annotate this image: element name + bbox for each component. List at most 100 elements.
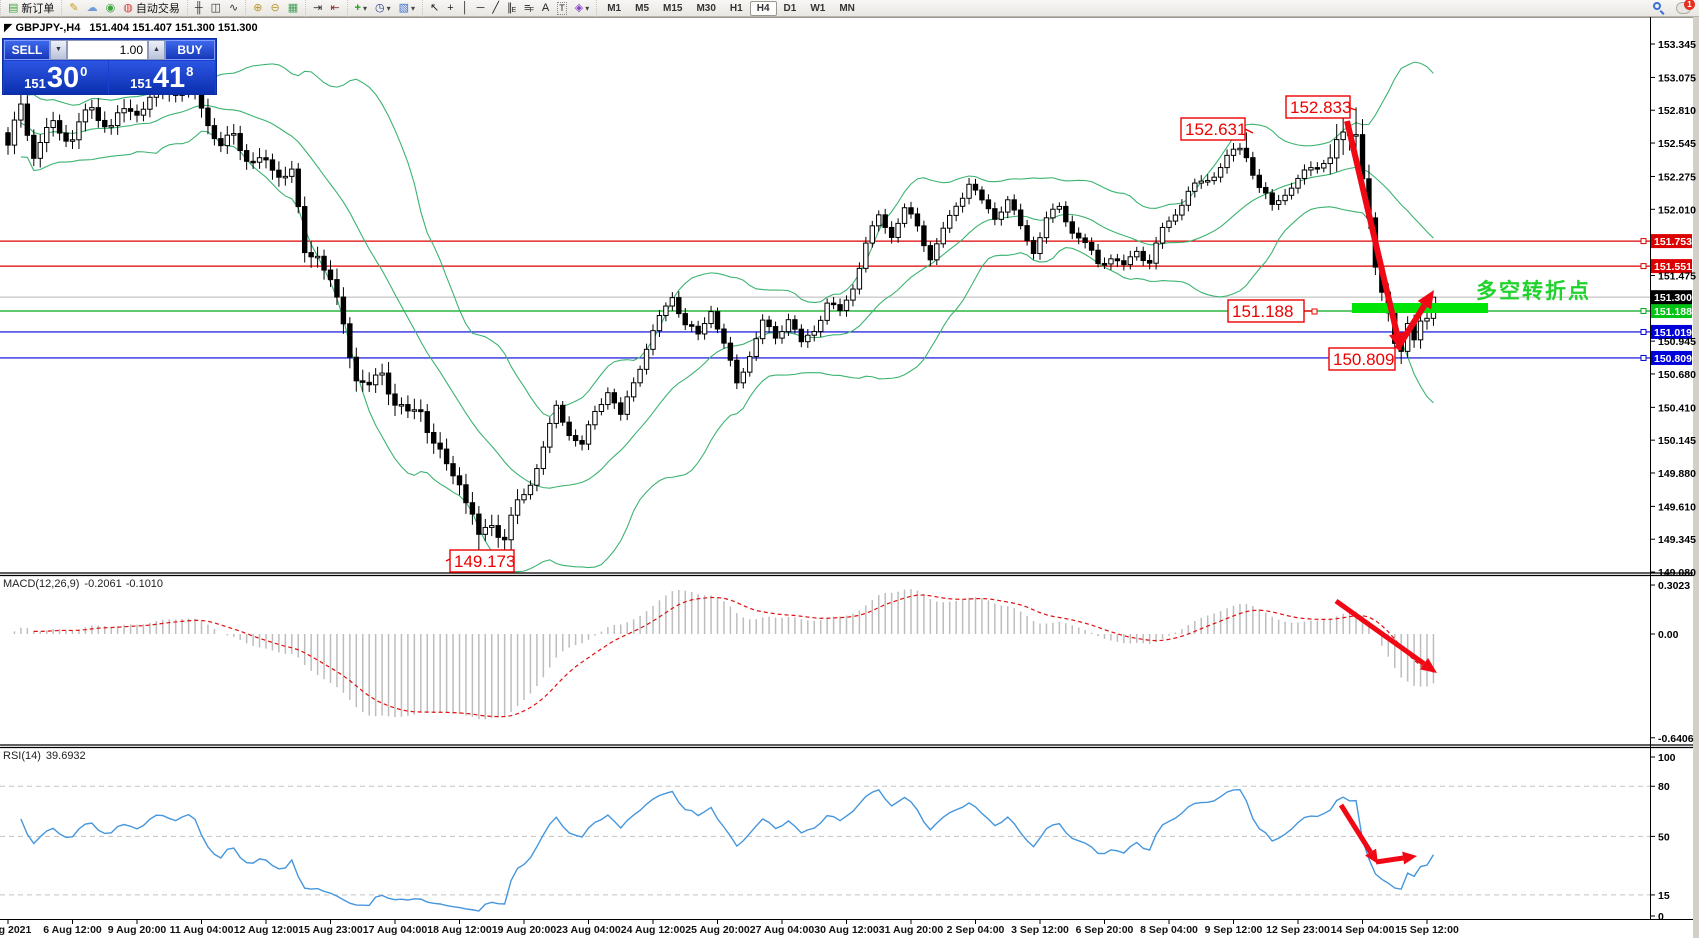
candlestick-chart-button[interactable]: ◫ (207, 1, 225, 16)
svg-text:50: 50 (1658, 831, 1670, 843)
time-axis-label: 23 Aug 04:00 (556, 924, 621, 936)
svg-text:151.300: 151.300 (1654, 292, 1692, 304)
time-axis-label: 18 Aug 12:00 (427, 924, 492, 936)
svg-text:151.551: 151.551 (1654, 261, 1692, 273)
channel-button[interactable]: ∥ E (507, 1, 517, 15)
tile-windows-button[interactable]: ▦ (284, 1, 302, 16)
svg-text:80: 80 (1658, 781, 1670, 793)
chat-icon[interactable]: 1 (1676, 0, 1695, 14)
time-axis-label: 12 Aug 12:00 (234, 924, 299, 936)
templates-button[interactable]: ▧ ▾ (395, 1, 419, 16)
zoom-in-button[interactable]: ⊕ (249, 1, 266, 16)
time-axis-label: 6 Aug 12:00 (43, 924, 102, 936)
svg-text:152.275: 152.275 (1658, 171, 1696, 183)
line-chart-button[interactable]: ∿ (225, 1, 242, 16)
symbol-title: GBPJPY-,H4 (15, 22, 81, 34)
time-axis-label: 9 Aug 20:00 (108, 924, 167, 936)
timeframe-h4-button[interactable]: H4 (749, 0, 777, 16)
search-icon[interactable] (1653, 1, 1666, 15)
cursor-button[interactable]: ↖ (426, 1, 443, 16)
zoom-out-button[interactable]: ⊖ (266, 1, 283, 16)
trendline-button[interactable]: ╱ (488, 1, 503, 16)
signal-icon[interactable]: ◉ (102, 1, 120, 16)
fibonacci-button[interactable]: ≡ F (524, 1, 534, 15)
templates-icon: ▧ (398, 1, 410, 14)
text-button[interactable]: A (538, 1, 553, 16)
timeframe-h1-button[interactable]: H1 (729, 2, 743, 14)
timeframe-d1-button[interactable]: D1 (783, 2, 797, 14)
text-label-icon: T (557, 1, 567, 15)
ask-pip-digit: 8 (186, 64, 194, 79)
volume-increase-button[interactable]: ▲ (148, 40, 165, 60)
price-callout-label: 149.173 (454, 552, 515, 571)
trendline-icon: ╱ (492, 1, 499, 14)
new-order-button[interactable]: ▤ 新订单 (4, 1, 58, 16)
svg-text:149.080: 149.080 (1658, 567, 1696, 579)
vertical-line-icon: │ (461, 1, 469, 14)
signal-icon-icon: ◉ (105, 1, 116, 14)
svg-text:150.809: 150.809 (1654, 353, 1692, 365)
svg-text:150.410: 150.410 (1658, 402, 1696, 414)
vertical-line-button[interactable]: │ (458, 1, 473, 16)
chart-shift-button[interactable]: ⇤ (326, 1, 343, 16)
time-axis-label: 31 Aug 20:00 (879, 924, 944, 936)
horizontal-line-button[interactable]: ─ (473, 1, 489, 16)
timeframe-m5-button[interactable]: M5 (635, 2, 650, 14)
svg-text:149.880: 149.880 (1658, 468, 1696, 480)
arrows-button[interactable]: ◈ ▾ (571, 1, 593, 16)
time-axis-label: 11 Aug 04:00 (170, 924, 234, 936)
time-axis-label: 19 Aug 20:00 (492, 924, 557, 936)
volume-decrease-button[interactable]: ▼ (50, 40, 67, 60)
svg-text:152.010: 152.010 (1658, 204, 1696, 216)
svg-text:150.145: 150.145 (1658, 435, 1696, 447)
chevron-down-icon: ▾ (386, 3, 391, 13)
time-axis-label: Aug 2021 (0, 924, 32, 936)
timeframe-mn-button[interactable]: MN (839, 2, 855, 14)
buy-button[interactable]: BUY (165, 40, 215, 60)
macd-label: MACD(12,26,9) -0.2061 -0.1010 (3, 578, 164, 590)
text-icon: A (541, 1, 550, 14)
svg-text:149.610: 149.610 (1658, 501, 1696, 513)
sell-button[interactable]: SELL (4, 40, 50, 60)
time-axis-label: 14 Sep 04:00 (1331, 924, 1395, 936)
ask-price-button[interactable]: 151 41 8 (108, 61, 215, 94)
arrows-icon: ◈ (574, 1, 584, 14)
auto-scroll-button[interactable]: ⇥ (309, 1, 326, 16)
crosshair-button[interactable]: + (443, 1, 457, 16)
bid-price-button[interactable]: 151 30 0 (4, 61, 108, 94)
toolbar: ▤ 新订单 ✎ ☁ ◉ ◍ 自动交易 ╫ ◫ ∿ ⊕ ⊖ ▦ ⇥ ⇤ + ▾ ◷ ▾ ▧ ▾ ↖ + │ ─ ╱ ∥ E ≡ F A T ◈ ▾ M… (0, 0, 1699, 17)
svg-text:153.345: 153.345 (1658, 39, 1696, 51)
timeframe-m1-button[interactable]: M1 (607, 2, 622, 14)
svg-text:0: 0 (1658, 911, 1664, 923)
cloud-icon[interactable]: ☁ (83, 1, 102, 16)
channel-icon: ∥ (507, 1, 513, 14)
timeframe-w1-button[interactable]: W1 (810, 2, 826, 14)
autotrade-button[interactable]: ◍ 自动交易 (119, 1, 184, 16)
annotations-layer (445, 95, 1488, 865)
autotrade-icon: ◍ (123, 1, 133, 14)
bid-pip-digit: 0 (80, 64, 88, 79)
cursor-icon: ↖ (430, 1, 440, 14)
bar-chart-button[interactable]: ╫ (191, 1, 207, 16)
crayon-icon[interactable]: ✎ (65, 1, 82, 16)
indicators-icon: + (354, 1, 361, 14)
text-label-button[interactable]: T (553, 1, 571, 16)
time-axis-label: 30 Aug 12:00 (814, 924, 879, 936)
rsi-label: RSI(14) 39.6932 (3, 750, 86, 762)
zoom-out-icon: ⊖ (270, 1, 280, 14)
timeframe-m30-button[interactable]: M30 (696, 2, 716, 14)
price-callout-label: 150.809 (1333, 350, 1394, 369)
volume-input[interactable]: 1.00 (67, 40, 148, 60)
timeframe-m15-button[interactable]: M15 (663, 2, 683, 14)
svg-text:15: 15 (1658, 890, 1670, 902)
indicators-button[interactable]: + ▾ (351, 1, 371, 16)
periods-button[interactable]: ◷ ▾ (371, 1, 395, 16)
bull-bear-turning-point-note: 多空转折点 (1476, 279, 1591, 303)
chevron-down-icon: ▾ (411, 3, 416, 13)
price-callout-label: 152.631 (1185, 120, 1246, 139)
line-chart-icon: ∿ (229, 1, 239, 14)
new-order-button-label: 新订单 (21, 3, 55, 15)
new-order-icon: ▤ (8, 1, 19, 14)
